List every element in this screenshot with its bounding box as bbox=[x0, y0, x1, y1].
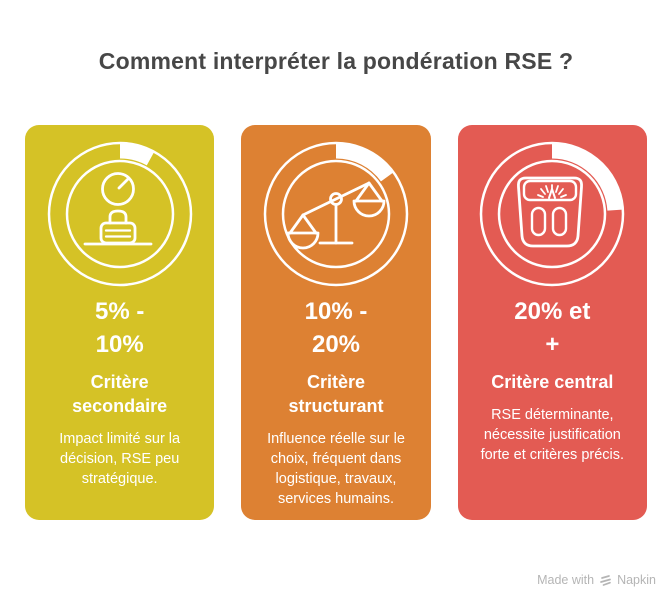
card-description: RSE déterminante, nécessite justificatio… bbox=[480, 407, 625, 463]
range-value: 5% - 10% bbox=[25, 295, 214, 361]
briefcase-clock-icon bbox=[83, 172, 153, 246]
card-heading: Critère structurant bbox=[288, 372, 384, 416]
progress-ring bbox=[263, 141, 409, 287]
card-heading: Critère secondaire bbox=[72, 372, 168, 416]
card-heading: Critère central bbox=[491, 372, 614, 392]
range-value: 10% - 20% bbox=[241, 295, 430, 361]
range-line2: 10% bbox=[95, 331, 144, 358]
progress-arc bbox=[49, 143, 191, 285]
range-line2: 20% bbox=[311, 331, 361, 358]
card-critere-structurant: 10% - 20% Critère structurant Influence … bbox=[241, 125, 431, 520]
card-critere-secondaire: 5% - 10% Critère secondaire Impact limit… bbox=[25, 125, 215, 520]
progress-arc bbox=[265, 143, 407, 285]
card-critere-central: 20% et + Critère central RSE déterminant… bbox=[457, 125, 647, 520]
progress-ring bbox=[47, 141, 192, 287]
range-value: 20% et + bbox=[458, 295, 647, 361]
napkin-watermark[interactable]: Made with Napkin bbox=[537, 573, 656, 587]
card-description: Influence réelle sur le choix, fréquent … bbox=[267, 431, 405, 507]
napkin-logo-icon bbox=[600, 574, 611, 586]
range-line2: + bbox=[545, 331, 560, 358]
range-line1: 5% - bbox=[94, 298, 145, 325]
balance-scale-icon bbox=[286, 181, 386, 250]
made-with-label: Made with bbox=[537, 573, 595, 587]
progress-ring bbox=[480, 141, 625, 287]
cards-row: 5% - 10% Critère secondaire Impact limit… bbox=[25, 125, 647, 520]
card-description: Impact limité sur la décision, RSE peu s… bbox=[59, 431, 181, 487]
page-title: Comment interpréter la pondération RSE ? bbox=[98, 48, 574, 74]
range-line1: 10% - bbox=[304, 298, 368, 325]
progress-arc bbox=[481, 143, 623, 285]
brand-label: Napkin bbox=[617, 573, 656, 587]
weight-scale-icon bbox=[517, 176, 584, 248]
range-line1: 20% et bbox=[514, 298, 591, 325]
